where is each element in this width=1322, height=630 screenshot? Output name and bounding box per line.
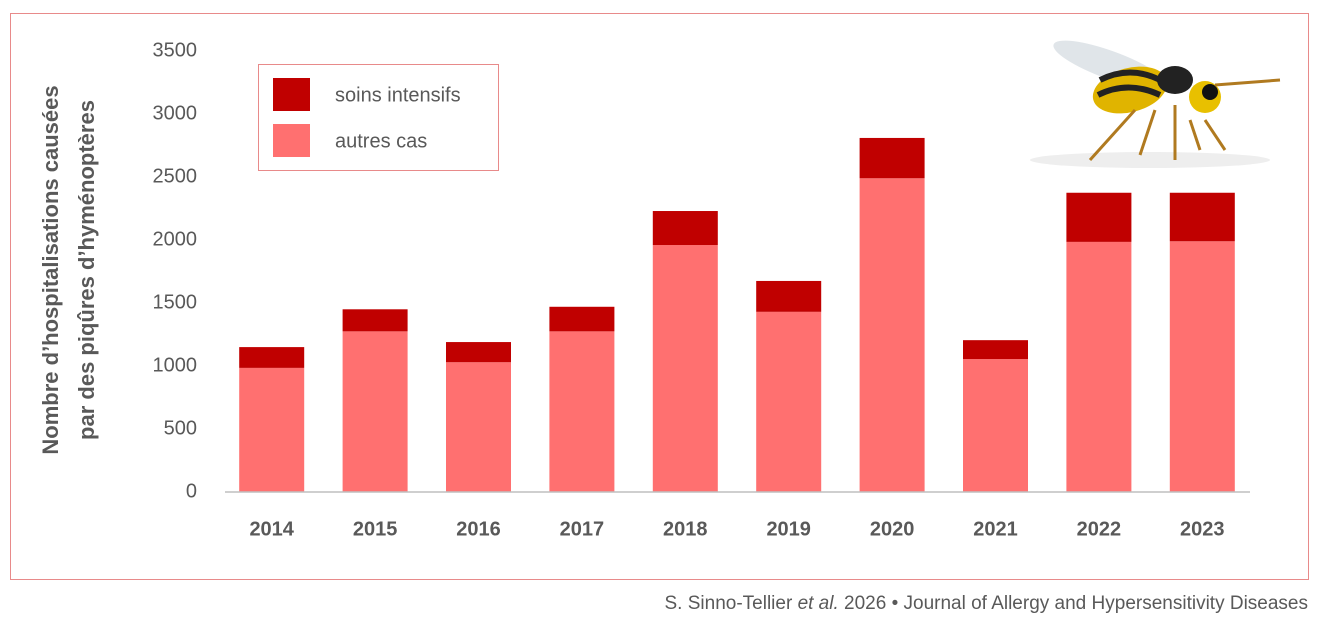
x-tick-label: 2015 xyxy=(353,518,398,540)
legend-label: soins intensifs xyxy=(335,84,461,106)
bar-segment xyxy=(963,359,1028,492)
bar-segment xyxy=(549,306,615,332)
source-text: et al. xyxy=(798,593,839,614)
bar-segment xyxy=(859,137,925,179)
x-tick-label: 2022 xyxy=(1077,518,1122,540)
legend-swatch xyxy=(273,124,310,157)
bar-segment xyxy=(239,367,305,492)
bar-segment xyxy=(859,178,925,492)
source: S. Sinno-Tellier et al. 2026 • Journal o… xyxy=(665,593,1309,614)
x-tick-label: 2016 xyxy=(456,518,501,540)
frame xyxy=(10,13,1309,580)
y-tick-label: 1500 xyxy=(153,291,198,313)
wasp-illustration xyxy=(1030,40,1281,168)
x-tick-label: 2014 xyxy=(249,518,294,540)
bar-segment xyxy=(652,211,718,246)
bar-segment xyxy=(963,340,1028,360)
y-tick-label: 1000 xyxy=(153,354,198,376)
y-tick-label: 0 xyxy=(186,480,197,502)
x-tick-label: 2017 xyxy=(560,518,605,540)
x-tick-label: 2019 xyxy=(766,518,811,540)
y-axis-label: par des piqûres d’hyménoptères xyxy=(74,100,99,440)
x-tick-label: 2020 xyxy=(870,518,915,540)
bar-segment xyxy=(756,311,822,492)
legend-label: autres cas xyxy=(335,130,427,152)
x-tick-label: 2023 xyxy=(1180,518,1225,540)
source-text: S. Sinno-Tellier xyxy=(665,593,798,614)
legend-swatch xyxy=(273,78,310,111)
bar-segment xyxy=(342,331,408,492)
bar-segment xyxy=(239,347,305,368)
bar-segment xyxy=(1169,241,1235,492)
source-text: 2026 • Journal of Allergy and Hypersensi… xyxy=(839,593,1308,614)
x-tick-label: 2018 xyxy=(663,518,708,540)
bar-segment xyxy=(446,362,511,492)
bar-segment xyxy=(652,245,718,492)
y-tick-label: 500 xyxy=(164,417,197,439)
bar-segment xyxy=(1066,241,1132,492)
y-tick-label: 3500 xyxy=(153,39,198,61)
bar-segment xyxy=(1169,192,1235,242)
bar-segment xyxy=(342,309,408,332)
y-axis-label: Nombre d’hospitalisations causées xyxy=(38,85,63,454)
bar-segment xyxy=(446,342,511,363)
bar-segment xyxy=(549,331,615,492)
bar-segment xyxy=(756,280,822,312)
x-tick-label: 2021 xyxy=(973,518,1018,540)
y-tick-label: 2000 xyxy=(153,228,198,250)
y-tick-label: 2500 xyxy=(153,165,198,187)
y-tick-label: 3000 xyxy=(153,102,198,124)
bar-segment xyxy=(1066,192,1132,242)
